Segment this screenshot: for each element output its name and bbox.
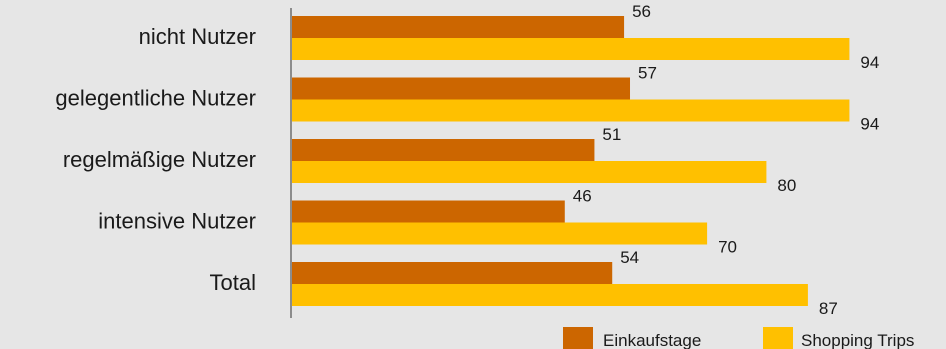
data-label: 87 xyxy=(819,299,838,318)
data-label: 57 xyxy=(638,64,657,83)
bar-shopping-trips xyxy=(292,284,808,306)
data-label: 94 xyxy=(860,115,879,134)
data-label: 54 xyxy=(620,248,639,267)
category-label: Total xyxy=(210,270,256,295)
value-labels-group: 56 94 57 94 51 80 46 70 54 87 xyxy=(573,2,880,318)
bar-einkaufstage xyxy=(292,139,595,161)
legend: Einkaufstage Shopping Trips xyxy=(563,327,914,349)
data-label: 70 xyxy=(718,238,737,257)
data-label: 94 xyxy=(860,53,879,72)
category-label: nicht Nutzer xyxy=(139,24,256,49)
bar-einkaufstage xyxy=(292,200,565,223)
bar-einkaufstage xyxy=(292,16,625,38)
category-label: intensive Nutzer xyxy=(98,209,256,234)
data-label: 46 xyxy=(573,187,592,206)
data-label: 80 xyxy=(777,176,796,195)
bar-shopping-trips xyxy=(292,222,708,245)
category-label: gelegentliche Nutzer xyxy=(55,86,256,111)
legend-swatch xyxy=(563,327,593,349)
legend-label: Shopping Trips xyxy=(801,331,914,349)
data-label: 56 xyxy=(632,2,651,21)
legend-swatch xyxy=(763,327,793,349)
bar-shopping-trips xyxy=(292,161,767,183)
bars-group xyxy=(292,16,850,306)
bar-shopping-trips xyxy=(292,38,850,60)
bar-shopping-trips xyxy=(292,99,850,122)
bar-einkaufstage xyxy=(292,262,613,284)
data-label: 51 xyxy=(602,125,621,144)
legend-label: Einkaufstage xyxy=(603,331,701,349)
category-labels-group: nicht Nutzer gelegentliche Nutzer regelmäß… xyxy=(55,24,256,295)
bar-einkaufstage xyxy=(292,77,631,100)
category-label: regelmäßige Nutzer xyxy=(63,147,256,172)
